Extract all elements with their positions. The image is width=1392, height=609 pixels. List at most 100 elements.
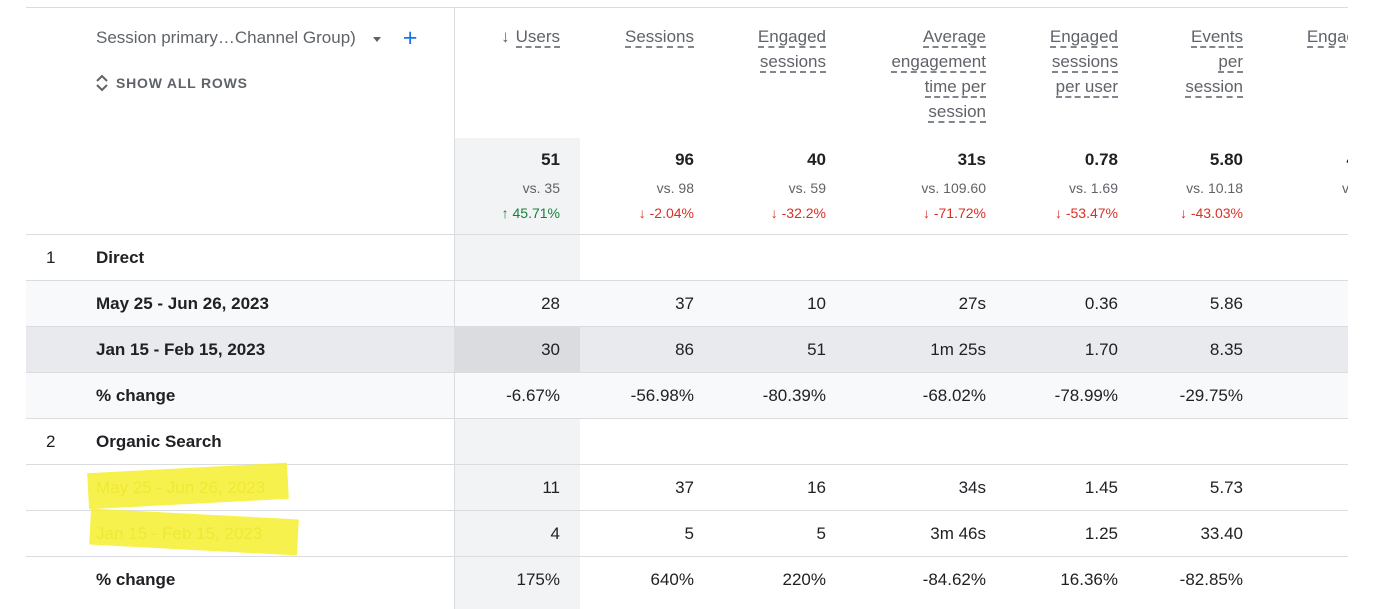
table-top-border	[26, 7, 1348, 8]
sort-descending-icon[interactable]: ↓	[501, 27, 510, 46]
users-cell-bg	[455, 327, 580, 372]
table-cell: 3m 46s	[930, 524, 986, 543]
column-header-label: time per	[924, 77, 986, 98]
row-number: 1	[46, 248, 56, 267]
table-cell: 8.35	[1209, 340, 1243, 359]
total-comparison: vs. 10.18	[1186, 180, 1243, 196]
column-header-label: Engaged	[757, 27, 826, 48]
column-header-3[interactable]: Average engagement time per session	[891, 24, 986, 124]
row-number: 2	[46, 432, 56, 451]
table-cell: 175%	[516, 570, 560, 589]
users-cell-bg	[455, 281, 580, 326]
table-row[interactable]: 1 Direct	[26, 234, 1348, 280]
total-change: ↑ 45.71%	[501, 205, 560, 221]
dimension-title[interactable]: Session primary…Channel Group)	[96, 28, 356, 47]
total-value: 31s	[957, 150, 986, 169]
row-label: Organic Search	[96, 432, 222, 451]
table-row[interactable]: 2 Organic Search	[26, 418, 1348, 464]
row-label: % change	[96, 386, 176, 405]
row-label: Direct	[96, 248, 145, 267]
column-header-1[interactable]: Sessions	[625, 24, 694, 49]
table-cell: 640%	[650, 570, 694, 589]
table-cell: 28	[541, 294, 560, 313]
table-row[interactable]: Jan 15 - Feb 15, 2023 30 86 51 1m 25s 1.70 8.3…	[26, 326, 1348, 372]
column-header-label: Average	[922, 27, 986, 48]
column-header-label: engagement	[891, 52, 986, 73]
table-cell: -6.67%	[506, 386, 560, 405]
table-cell: -56.98%	[630, 386, 694, 405]
column-header-2[interactable]: Engaged sessions	[757, 24, 826, 74]
column-header-label: Engag	[1306, 27, 1348, 48]
column-header-label: Events	[1191, 27, 1243, 48]
table-cell: 16	[807, 478, 826, 497]
total-comparison: vs. 98	[656, 180, 694, 196]
users-cell-bg	[455, 465, 580, 510]
total-value: 40	[807, 150, 826, 169]
users-cell-bg	[455, 511, 580, 556]
table-cell: 27s	[958, 294, 986, 313]
show-all-rows-button[interactable]: SHOW ALL ROWS	[96, 74, 248, 92]
column-header-6[interactable]: Engag	[1306, 24, 1348, 49]
row-label: Jan 15 - Feb 15, 2023	[96, 340, 266, 359]
report-table: Session primary…Channel Group) + SHOW AL…	[26, 0, 1348, 609]
table-cell: 1.70	[1084, 340, 1118, 359]
column-header-label: session	[928, 102, 986, 123]
total-change: ↓ -43.03%	[1179, 205, 1243, 221]
table-cell: 1m 25s	[930, 340, 986, 359]
total-comparison: vs. 35	[522, 180, 560, 196]
dimension-selector[interactable]: Session primary…Channel Group) +	[96, 24, 418, 52]
unfold-icon	[96, 74, 108, 92]
column-header-4[interactable]: Engaged sessions per user	[1049, 24, 1118, 99]
total-change: ↓ -53.47%	[1054, 205, 1118, 221]
column-header-label: session	[1185, 77, 1243, 98]
total-value: 51	[541, 150, 560, 169]
table-cell: 10	[807, 294, 826, 313]
table-cell: -78.99%	[1054, 386, 1118, 405]
total-comparison: vs	[1342, 180, 1348, 196]
table-cell: 1.45	[1084, 478, 1118, 497]
table-cell: 34s	[958, 478, 986, 497]
table-cell: 5.73	[1209, 478, 1243, 497]
row-label: May 25 - Jun 26, 2023	[96, 294, 269, 313]
add-dimension-button[interactable]: +	[402, 24, 418, 52]
column-header-label: Users	[515, 27, 560, 48]
table-cell: 51	[807, 340, 826, 359]
total-comparison: vs. 109.60	[921, 180, 986, 196]
column-header-label: per	[1218, 52, 1243, 73]
table-cell: -82.85%	[1179, 570, 1243, 589]
total-value: 96	[675, 150, 694, 169]
table-cell: 30	[541, 340, 560, 359]
total-change: ↓ -2.04%	[638, 205, 694, 221]
column-header-label: Engaged	[1049, 27, 1118, 48]
total-comparison: vs. 59	[788, 180, 826, 196]
table-cell: 1.25	[1084, 524, 1118, 543]
column-header-label: per user	[1055, 77, 1118, 98]
column-header-5[interactable]: Events per session	[1185, 24, 1243, 99]
table-cell: -84.62%	[922, 570, 986, 589]
column-header-0[interactable]: ↓ Users	[501, 24, 560, 49]
table-cell: -80.39%	[762, 386, 826, 405]
table-cell: 220%	[782, 570, 826, 589]
table-cell: 16.36%	[1060, 570, 1118, 589]
table-row[interactable]: % change 175% 640% 220% -84.62% 16.36% -82.85%…	[26, 556, 1348, 602]
table-cell: 11	[542, 478, 560, 497]
users-cell-bg	[455, 235, 580, 280]
table-cell: 86	[675, 340, 694, 359]
column-header-label: sessions	[1051, 52, 1118, 73]
row-label: % change	[96, 570, 176, 589]
total-comparison: vs. 1.69	[1068, 180, 1118, 196]
users-cell-bg	[455, 419, 580, 464]
table-cell: 4	[550, 524, 560, 543]
total-change: ↓ -32.2%	[770, 205, 826, 221]
column-header-label: sessions	[759, 52, 826, 73]
total-value: 4	[1347, 150, 1348, 170]
total-value: 5.80	[1209, 150, 1243, 169]
table-row[interactable]: % change -6.67% -56.98% -80.39% -68.02% -78.9…	[26, 372, 1348, 418]
table-cell: -29.75%	[1179, 386, 1243, 405]
table-cell: 5.86	[1209, 294, 1243, 313]
table-cell: 5	[684, 524, 694, 543]
table-cell: 0.36	[1084, 294, 1118, 313]
dropdown-caret-icon[interactable]	[372, 36, 381, 42]
table-cell: 37	[675, 478, 694, 497]
